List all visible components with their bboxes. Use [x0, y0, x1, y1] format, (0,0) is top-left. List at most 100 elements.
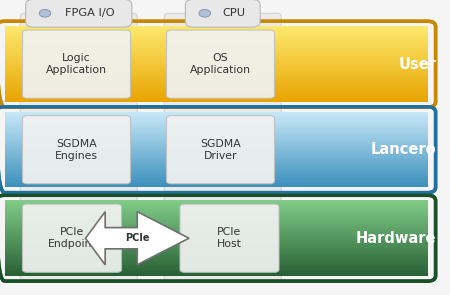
Bar [4, 28, 428, 30]
Bar [4, 65, 428, 66]
FancyBboxPatch shape [26, 0, 132, 27]
Bar [4, 237, 428, 238]
Text: User: User [399, 57, 436, 72]
FancyBboxPatch shape [22, 30, 130, 98]
Bar [4, 83, 428, 85]
Bar [4, 241, 428, 243]
Bar [4, 43, 428, 45]
Bar [4, 221, 428, 222]
Text: OS
Application: OS Application [190, 53, 251, 75]
Bar [4, 81, 428, 83]
Bar [4, 127, 428, 128]
Bar [4, 259, 428, 261]
Bar [4, 118, 428, 120]
Text: Hardware: Hardware [356, 231, 436, 246]
Bar [4, 90, 428, 91]
Bar [4, 87, 428, 88]
Bar [4, 271, 428, 272]
Bar [4, 56, 428, 58]
Bar [4, 97, 428, 99]
Polygon shape [86, 212, 189, 265]
Bar [4, 239, 428, 240]
Bar [4, 132, 428, 134]
Bar [4, 231, 428, 232]
FancyBboxPatch shape [20, 13, 137, 282]
Bar [4, 30, 428, 31]
Bar [4, 78, 428, 80]
Bar [4, 230, 428, 232]
Bar [4, 139, 428, 140]
Text: Lancero: Lancero [371, 142, 436, 157]
Bar [4, 146, 428, 148]
Bar [4, 219, 428, 220]
Bar [4, 212, 428, 214]
Bar [4, 55, 428, 57]
Bar [4, 271, 428, 273]
Bar [4, 69, 428, 71]
Bar [4, 268, 428, 269]
Bar [4, 86, 428, 88]
Bar [4, 234, 428, 235]
Bar [4, 100, 428, 102]
Bar [4, 96, 428, 98]
Bar [4, 128, 428, 130]
Bar [4, 153, 428, 154]
Bar [4, 210, 428, 212]
Bar [4, 142, 428, 143]
Bar [4, 176, 428, 178]
Bar [4, 172, 428, 173]
FancyBboxPatch shape [164, 13, 281, 282]
Bar [4, 91, 428, 92]
Bar [4, 269, 428, 270]
Bar [4, 49, 428, 50]
Bar [4, 173, 428, 174]
Bar [4, 32, 428, 34]
Bar [4, 176, 428, 177]
Bar [4, 222, 428, 224]
Bar [4, 182, 428, 183]
Bar [4, 50, 428, 52]
Bar [4, 169, 428, 171]
Bar [4, 217, 428, 219]
Bar [4, 117, 428, 119]
Bar [4, 145, 428, 146]
Bar [4, 66, 428, 68]
Bar [4, 209, 428, 210]
Bar [4, 96, 428, 97]
Bar [4, 112, 428, 114]
Bar [4, 120, 428, 122]
FancyBboxPatch shape [185, 0, 260, 27]
Bar [4, 59, 428, 60]
Bar [4, 156, 428, 157]
Bar [4, 202, 428, 204]
Bar [4, 136, 428, 137]
Bar [4, 130, 428, 131]
Bar [4, 44, 428, 45]
Bar [4, 38, 428, 40]
Bar [4, 272, 428, 274]
Bar [4, 127, 428, 129]
Bar [4, 166, 428, 168]
Bar [4, 94, 428, 95]
Bar [4, 71, 428, 73]
FancyBboxPatch shape [22, 116, 130, 184]
Bar [4, 222, 428, 223]
Bar [4, 216, 428, 217]
Bar [4, 124, 428, 125]
Text: Logic
Application: Logic Application [46, 53, 107, 75]
Bar [4, 39, 428, 41]
Text: CPU: CPU [222, 8, 246, 18]
Bar [4, 57, 428, 58]
Bar [4, 51, 428, 53]
Text: PCIe: PCIe [125, 233, 149, 243]
Bar [4, 47, 428, 48]
Bar [4, 232, 428, 234]
Bar [4, 184, 428, 186]
FancyBboxPatch shape [166, 30, 274, 98]
Bar [4, 245, 428, 247]
Bar [4, 54, 428, 56]
Bar [4, 183, 428, 184]
Bar [4, 170, 428, 171]
Bar [4, 178, 428, 180]
Bar [4, 112, 428, 113]
